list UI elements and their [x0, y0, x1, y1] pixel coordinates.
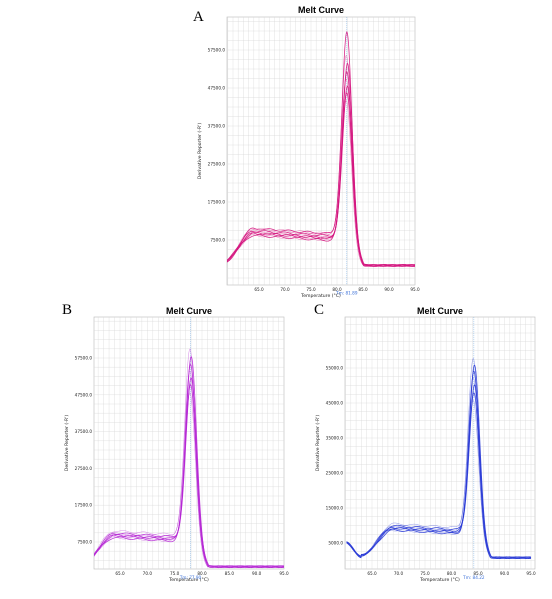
melt-curve-series	[227, 54, 415, 267]
x-tick-label: 75.0	[420, 571, 430, 576]
melt-curve-series	[94, 348, 284, 568]
panel-label-b: B	[62, 302, 73, 318]
x-tick-label: 95.0	[279, 571, 289, 576]
x-tick-label: 95.0	[410, 287, 420, 292]
y-tick-label: 5000.0	[328, 541, 343, 546]
y-tick-label: 37500.0	[208, 124, 226, 129]
x-tick-label: 70.0	[394, 571, 404, 576]
y-tick-label: 47500.0	[75, 392, 93, 397]
tm-label: Tm: 81.89	[335, 291, 358, 296]
x-tick-label: 85.0	[358, 287, 368, 292]
panel-label-a: A	[193, 9, 204, 25]
y-tick-label: 45000.0	[326, 401, 344, 406]
x-tick-label: 90.0	[252, 571, 262, 576]
y-axis-label: Derivative Reporter (-R')	[197, 123, 203, 179]
y-tick-label: 57500.0	[75, 356, 93, 361]
chart-title-b: Melt Curve	[165, 306, 212, 316]
y-tick-label: 7500.0	[77, 540, 92, 545]
y-axis-label: Derivative Reporter (-R')	[315, 415, 321, 471]
x-tick-label: 70.0	[280, 287, 290, 292]
x-tick-label: 80.0	[332, 287, 342, 292]
y-tick-label: 15000.0	[326, 506, 344, 511]
x-tick-label: 75.0	[170, 571, 180, 576]
x-tick-label: 95.0	[526, 571, 536, 576]
y-tick-label: 55000.0	[326, 366, 344, 371]
x-tick-label: 75.0	[306, 287, 316, 292]
x-tick-label: 65.0	[115, 571, 125, 576]
melt-curve-series	[227, 31, 415, 267]
x-tick-label: 70.0	[143, 571, 153, 576]
x-tick-label: 80.0	[447, 571, 457, 576]
y-axis-label: Derivative Reporter (-R')	[64, 415, 70, 471]
x-axis-label: Temperature (°C)	[419, 577, 460, 583]
chart-title-a: Melt Curve	[297, 5, 344, 15]
melt-curve-series	[94, 377, 284, 568]
panel-label-c: C	[314, 302, 325, 318]
x-axis-label: Temperature (°C)	[168, 577, 209, 583]
tm-label: Tm: 84.22	[462, 575, 485, 580]
melt-curve-series	[94, 363, 284, 568]
y-tick-label: 37500.0	[75, 429, 93, 434]
x-tick-label: 65.0	[367, 571, 377, 576]
x-tick-label: 90.0	[384, 287, 394, 292]
chart-title-c: Melt Curve	[416, 306, 463, 316]
x-tick-label: 65.0	[254, 287, 264, 292]
melt-curve-series	[346, 357, 532, 559]
x-tick-label: 90.0	[500, 571, 510, 576]
y-tick-label: 47500.0	[208, 86, 226, 91]
y-tick-label: 17500.0	[208, 200, 226, 205]
y-tick-label: 17500.0	[75, 503, 93, 508]
x-tick-label: 80.0	[197, 571, 207, 576]
x-axis-label: Temperature (°C)	[300, 293, 341, 299]
tm-label: Tm: 77.90	[179, 575, 202, 580]
y-tick-label: 57500.0	[208, 48, 226, 53]
plot-area	[344, 316, 536, 570]
y-tick-label: 25000.0	[326, 471, 344, 476]
y-tick-label: 7500.0	[210, 238, 225, 243]
y-tick-label: 27500.0	[75, 466, 93, 471]
y-tick-label: 35000.0	[326, 436, 344, 441]
x-tick-label: 85.0	[225, 571, 235, 576]
melt-curve-series	[346, 364, 532, 559]
y-tick-label: 27500.0	[208, 162, 226, 167]
x-tick-label: 85.0	[473, 571, 483, 576]
melt-curve-series	[227, 78, 415, 267]
